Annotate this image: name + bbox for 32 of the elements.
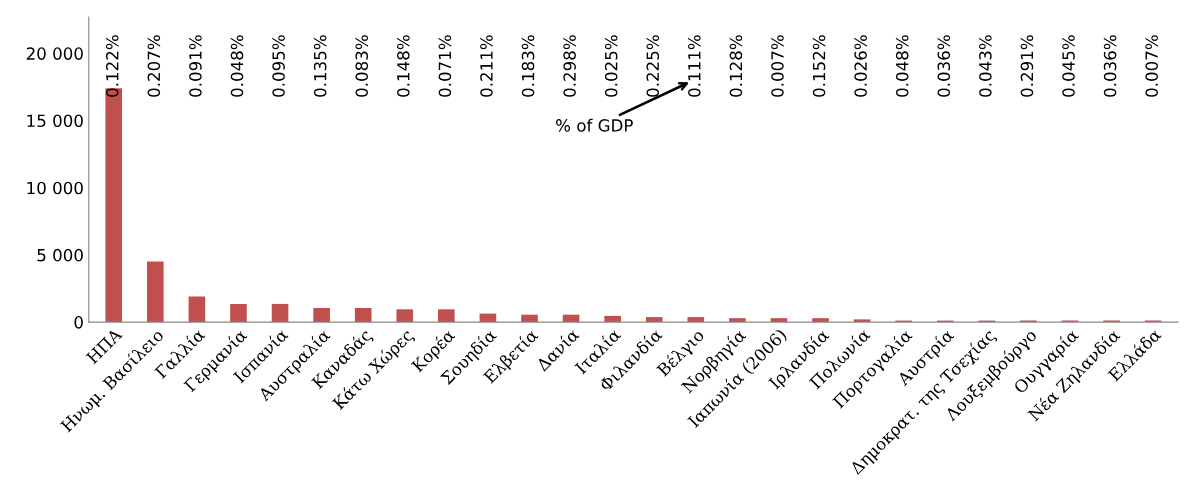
- y-tick-label: 20 000: [26, 47, 83, 60]
- annotation: 0.091%: [189, 35, 202, 97]
- annotation: 0.095%: [272, 35, 285, 97]
- annotation: 0.291%: [1020, 35, 1034, 97]
- annotation: 0.207%: [147, 35, 161, 97]
- annotation: 0.025%: [604, 35, 618, 97]
- y-tick-label: 0: [74, 316, 83, 329]
- annotation: 0.083%: [355, 35, 369, 97]
- annotation: 0.048%: [230, 35, 244, 97]
- annotation: 0.111%: [688, 35, 701, 97]
- y-tick-label: 10 000: [27, 181, 83, 195]
- y-tick-label: 5 000: [37, 248, 83, 262]
- annotation: 0.007%: [771, 35, 784, 97]
- annotation: 0.045%: [1062, 35, 1075, 97]
- annotation: 0.036%: [937, 35, 951, 97]
- annotation: 0.048%: [895, 35, 909, 97]
- annotation: 0.298%: [563, 35, 576, 97]
- annotation: 0.036%: [1103, 35, 1117, 97]
- annotation: % of GDP: [556, 118, 633, 132]
- y-tick-label: 15 000: [27, 114, 83, 128]
- annotation: 0.007%: [1145, 35, 1158, 97]
- annotation: 0.183%: [521, 35, 535, 97]
- annotation: 0.043%: [979, 35, 992, 97]
- annotation: 0.211%: [480, 35, 493, 97]
- annotation: 0.071%: [438, 35, 452, 97]
- annotation: 0.152%: [812, 35, 826, 97]
- annotation: 0.122%: [105, 35, 119, 97]
- annotation: 0.135%: [313, 35, 327, 97]
- annotation: 0.026%: [854, 35, 867, 97]
- annotation: 0.225%: [646, 35, 660, 97]
- annotation: 0.128%: [729, 35, 743, 97]
- annotation: 0.148%: [397, 35, 410, 97]
